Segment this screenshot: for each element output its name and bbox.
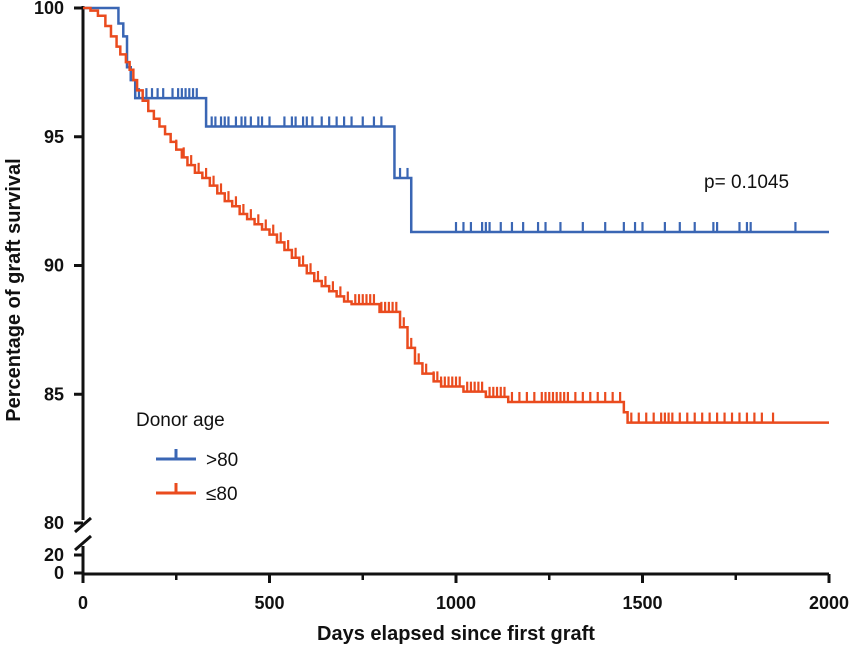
axis-break-mark-2 (74, 534, 92, 552)
legend-label-le80: ≤80 (206, 484, 238, 505)
legend-title: Donor age (136, 410, 225, 431)
y-axis-title: Percentage of graft survival (3, 158, 25, 421)
x-tick-label: 500 (254, 593, 284, 613)
y-tick-label: 90 (44, 256, 64, 276)
p-value-annotation: p= 0.1045 (704, 172, 789, 193)
y-tick-label: 100 (34, 0, 64, 18)
y-tick-label: 85 (44, 384, 64, 404)
x-tick-label: 1500 (622, 593, 662, 613)
series-layer (83, 6, 829, 424)
x-axis-title: Days elapsed since first graft (317, 623, 595, 645)
axes (74, 6, 829, 576)
legend: Donor age >80 ≤80 (136, 410, 238, 505)
y-tick-label-lower: 20 (44, 545, 64, 565)
x-tick-label: 0 (78, 593, 88, 613)
series-line-gt80 (83, 6, 829, 234)
series-line-le80 (83, 6, 829, 424)
legend-entry-le80: ≤80 (156, 483, 238, 505)
y-tick-label: 80 (44, 513, 64, 533)
x-tick-label: 2000 (809, 593, 849, 613)
x-tick-label: 1000 (436, 593, 476, 613)
y-tick-label: 95 (44, 127, 64, 147)
legend-label-gt80: >80 (206, 450, 238, 471)
axis-break-mark-1 (74, 516, 92, 534)
y-tick-label-lower: 0 (54, 563, 64, 583)
legend-entry-gt80: >80 (156, 449, 238, 471)
